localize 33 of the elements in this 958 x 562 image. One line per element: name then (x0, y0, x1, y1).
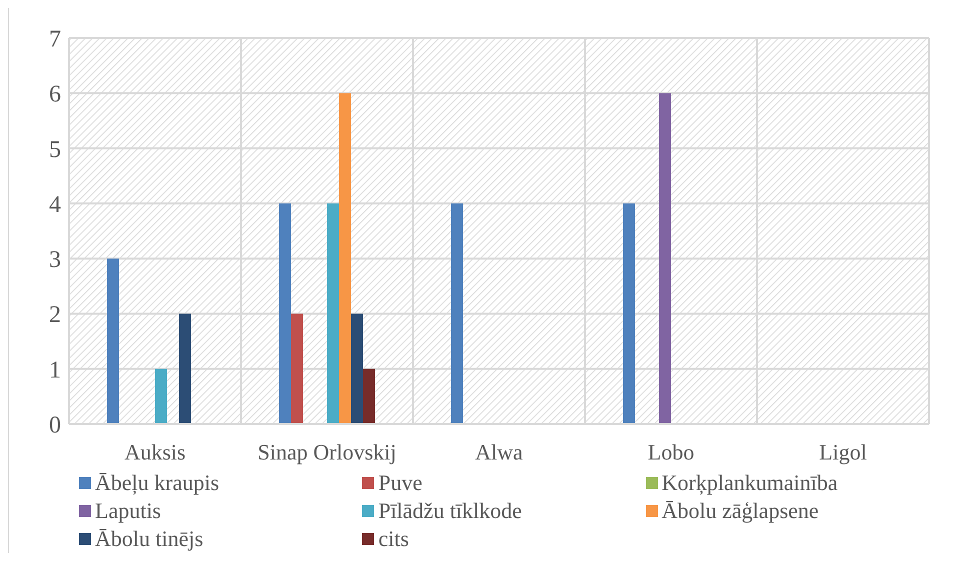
y-tick-label: 4 (49, 192, 61, 218)
y-tick-label: 2 (49, 302, 61, 328)
legend-label: Puve (378, 469, 422, 497)
bar (327, 203, 339, 424)
y-tick-label: 3 (49, 247, 61, 274)
legend-label: Ābolu tinējs (95, 525, 204, 553)
legend-label: Ābeļu kraupis (95, 469, 220, 497)
bar (363, 368, 375, 424)
legend-label: Korķplankumainība (662, 469, 838, 497)
bar (291, 314, 303, 424)
bar (279, 203, 291, 424)
bar (339, 93, 351, 424)
bar (659, 93, 671, 424)
bar (623, 203, 635, 424)
legend-label: Pīlādžu tīklkode (378, 497, 522, 525)
x-tick-label: Lobo (648, 440, 694, 465)
bar (179, 314, 191, 424)
x-tick-label: Sinap Orlovskij (258, 440, 396, 465)
y-tick-label: 1 (49, 357, 61, 384)
bar (451, 203, 463, 424)
x-tick-label: Ligol (819, 440, 867, 465)
legend-label: Laputis (95, 497, 161, 525)
legend-label: cits (378, 525, 409, 553)
bar (351, 314, 363, 424)
y-tick-label: 7 (49, 26, 61, 53)
legend-label: Ābolu zāģlapsene (662, 497, 819, 525)
y-tick-label: 0 (49, 412, 61, 439)
bar (107, 258, 119, 424)
x-tick-label: Auksis (124, 440, 186, 465)
y-tick-label: 5 (49, 136, 61, 163)
y-tick-label: 6 (49, 82, 61, 108)
bar (155, 368, 167, 424)
x-tick-label: Alwa (475, 440, 524, 465)
